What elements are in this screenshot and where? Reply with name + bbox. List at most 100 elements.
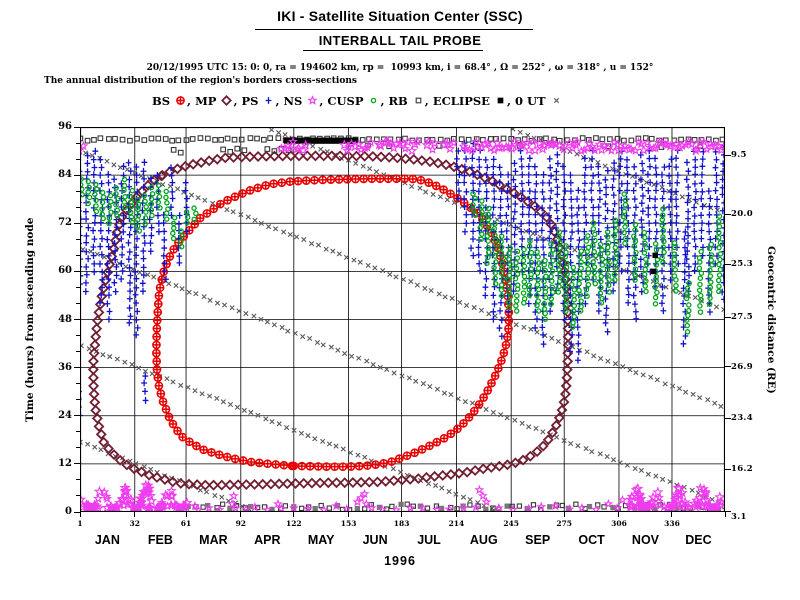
cusp-series	[77, 176, 724, 335]
legend-item-bs: BS	[152, 94, 187, 108]
mp-series	[87, 150, 574, 491]
x-major-tick	[455, 512, 457, 517]
x-month-label: SEP	[525, 533, 551, 547]
mp-diamond-icon	[221, 95, 233, 106]
y-left-major-tick	[74, 222, 80, 224]
plot-area	[73, 126, 730, 515]
y-left-tick-label: 36	[58, 361, 72, 373]
x-month-label: AUG	[469, 533, 498, 547]
y-left-minor-tick	[76, 190, 80, 192]
x-month-label: APR	[254, 533, 281, 547]
y-left-minor-tick	[76, 158, 80, 160]
x-day-tick-label: 92	[235, 519, 247, 528]
chart-canvas	[73, 126, 730, 515]
x-day-tick-label: 275	[556, 519, 573, 528]
y-left-minor-tick	[76, 383, 80, 385]
legend-item-ns: NS	[283, 94, 319, 108]
y-right-tick-label: 9.5	[731, 150, 747, 161]
y-right-tick	[725, 468, 731, 470]
y-left-major-tick	[74, 511, 80, 513]
x-major-tick	[240, 512, 242, 517]
y-axis-right-title: Geocentric distance (RE)	[765, 245, 777, 394]
y-left-tick-label: 24	[58, 409, 72, 421]
y-left-minor-tick	[76, 206, 80, 208]
x-axis-year-label: 1996	[384, 554, 416, 568]
page-title: IKI - Satellite Situation Center (SSC)	[277, 8, 523, 24]
x-major-tick	[401, 512, 403, 517]
x-major-tick	[563, 512, 565, 517]
y-right-tick-label: 23.4	[731, 413, 753, 424]
y-right-tick-label: 20.0	[731, 209, 753, 220]
y-right-tick-label: 27.5	[731, 312, 753, 323]
y-left-minor-tick	[76, 351, 80, 353]
legend-item-rb: RB	[389, 94, 425, 108]
y-left-tick-label: 60	[58, 265, 72, 277]
x-month-label: OCT	[578, 533, 605, 547]
bs-series	[152, 174, 514, 472]
y-left-major-tick	[74, 174, 80, 176]
y-left-major-tick	[74, 126, 80, 128]
x-day-tick-label: 306	[611, 519, 627, 528]
x-month-label: MAR	[199, 533, 228, 547]
y-left-minor-tick	[76, 399, 80, 401]
spacecraft-title: INTERBALL TAIL PROBE	[318, 33, 482, 48]
rb-open-square-icon	[415, 97, 422, 104]
y-left-minor-tick	[76, 495, 80, 497]
y-right-tick-label: 16.2	[731, 464, 753, 475]
legend-label: 0 UT	[514, 94, 546, 108]
y-right-tick	[725, 213, 731, 215]
x-day-tick-label: 61	[180, 519, 192, 528]
y-left-minor-tick	[76, 286, 80, 288]
legend-item-ps: PS	[241, 94, 275, 108]
y-right-tick	[725, 263, 731, 265]
legend-label: BS	[152, 94, 171, 108]
x-day-tick-label: 183	[393, 519, 410, 528]
y-right-tick	[725, 366, 731, 368]
legend-label: PS	[241, 94, 259, 108]
y-left-minor-tick	[76, 254, 80, 256]
y-right-tick-label: 26.9	[731, 361, 753, 372]
eclipse-filled-square-icon	[497, 97, 504, 104]
x-day-tick-label: 153	[340, 519, 357, 528]
spacecraft-title-underline	[303, 50, 483, 51]
x-major-tick	[510, 512, 512, 517]
x-month-label: FEB	[147, 533, 173, 547]
plot-caption: The annual distribution of the region's …	[44, 76, 357, 86]
y-left-minor-tick	[76, 302, 80, 304]
y-axis-left-title: Time (hours) from ascending node	[24, 217, 36, 422]
legend-label: ECLIPSE	[432, 94, 490, 108]
x-day-tick-label: 122	[285, 519, 302, 528]
y-left-minor-tick	[76, 447, 80, 449]
ps-plus-icon	[266, 97, 272, 104]
cusp-ring-icon	[371, 97, 377, 104]
y-right-tick	[725, 510, 731, 512]
x-day-tick-label: 1	[77, 519, 83, 528]
x-major-tick	[724, 512, 726, 517]
y-right-tick	[725, 316, 731, 318]
y-left-major-tick	[74, 270, 80, 272]
x-day-tick-label: 245	[503, 519, 519, 528]
title-underline	[255, 29, 533, 30]
ut0-x-icon	[553, 97, 559, 104]
legend-label: CUSP	[327, 94, 364, 108]
x-month-label: JUL	[417, 533, 441, 547]
y-right-tick-label: 25.3	[731, 259, 753, 270]
x-major-tick	[348, 512, 350, 517]
y-left-tick-label: 84	[58, 169, 72, 181]
legend: BS , MP , PS , NS , CUSP , RB , ECLIPSE …	[152, 94, 563, 110]
y-left-tick-label: 72	[58, 217, 72, 229]
ns-star-icon	[307, 95, 318, 105]
y-left-tick-label: 96	[58, 121, 72, 132]
x-day-tick-label: 32	[129, 519, 140, 528]
x-major-tick	[79, 512, 81, 517]
y-left-major-tick	[74, 367, 80, 369]
legend-item-eclipse: ECLIPSE	[433, 94, 507, 108]
x-major-tick	[293, 512, 295, 517]
x-month-label: NOV	[631, 533, 660, 547]
x-month-label: JAN	[94, 533, 120, 547]
y-left-minor-tick	[76, 142, 80, 144]
x-month-label: JUN	[362, 533, 388, 547]
legend-label: RB	[388, 94, 408, 108]
y-left-tick-label: 12	[58, 457, 72, 469]
